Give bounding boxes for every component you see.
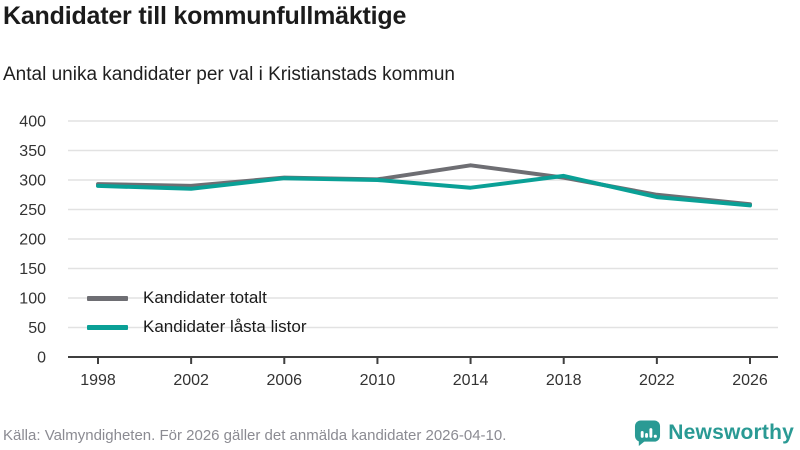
y-tick-label: 300 [19, 173, 46, 190]
x-tick-label: 2022 [639, 372, 675, 389]
y-tick-label: 150 [19, 261, 46, 278]
legend-swatch-locked-icon [87, 324, 128, 330]
y-tick-label: 250 [19, 202, 46, 219]
legend-label-locked: Kandidater låsta listor [143, 317, 307, 336]
brand-logo: Newsworthy [634, 418, 794, 447]
y-tick-label: 350 [19, 143, 46, 160]
x-tick-label: 2010 [360, 372, 396, 389]
legend-label-total: Kandidater totalt [143, 288, 267, 307]
page-title: Kandidater till kommunfullmäktige [3, 2, 407, 30]
y-tick-label: 100 [19, 291, 46, 308]
page-subtitle: Antal unika kandidater per val i Kristia… [3, 64, 456, 85]
newsworthy-icon [635, 420, 661, 446]
legend-swatch-total-icon [87, 295, 128, 301]
y-tick-label: 200 [19, 232, 46, 249]
series-line-locked [96, 173, 752, 208]
brand-name: Newsworthy [668, 420, 794, 444]
x-tick-label: 2014 [453, 372, 489, 389]
source-note: Källa: Valmyndigheten. För 2026 gäller d… [3, 427, 507, 444]
y-tick-label: 50 [28, 320, 46, 337]
legend-item-locked: Kandidater låsta listor [87, 316, 306, 338]
x-tick-label: 2018 [546, 372, 582, 389]
x-tick-label: 2002 [173, 372, 209, 389]
y-tick-label: 0 [37, 350, 46, 367]
chart-legend: Kandidater totalt Kandidater låsta listo… [87, 287, 306, 345]
y-tick-label: 400 [19, 114, 46, 131]
x-tick-label: 1998 [80, 372, 116, 389]
x-tick-label: 2026 [732, 372, 768, 389]
legend-item-total: Kandidater totalt [87, 287, 306, 309]
x-tick-label: 2006 [266, 372, 302, 389]
